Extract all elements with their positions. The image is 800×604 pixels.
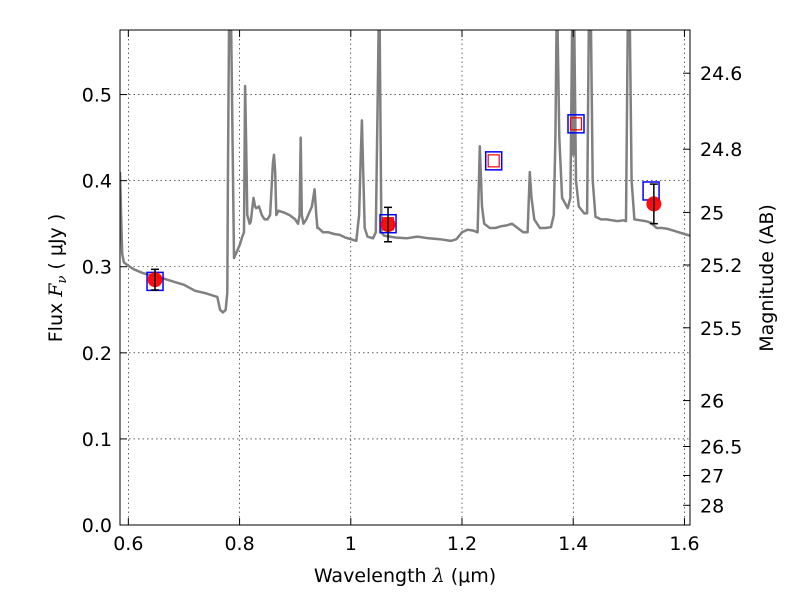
y2-tick-label: 28 bbox=[700, 495, 724, 517]
synthetic-photometry-square bbox=[487, 154, 500, 168]
model-photometry-square bbox=[567, 114, 585, 134]
right-axis-label: Magnitude (AB) bbox=[756, 204, 778, 352]
axis-ticks: 0.6 0.8 1 1.2 1.4 1.6 0.0 0.1 0.2 0.3 0.4 0.5 24.6 24… bbox=[82, 30, 742, 555]
y-tick-label: 0.2 bbox=[82, 343, 112, 365]
plot-frame bbox=[119, 29, 691, 526]
y2-tick-label: 26.5 bbox=[700, 436, 742, 458]
y-axis-label: Flux Fν ( μJy ) bbox=[45, 214, 70, 343]
model-photometry-square bbox=[484, 151, 503, 171]
synthetic-photometry-square bbox=[569, 117, 583, 131]
x-tick-label: 0.8 bbox=[224, 533, 254, 555]
y2-tick-label: 24.8 bbox=[700, 139, 742, 161]
y2-tick-label: 27 bbox=[700, 465, 724, 487]
x-tick-label: 1 bbox=[345, 533, 357, 555]
x-tick-label: 1.4 bbox=[558, 533, 588, 555]
x-tick-label: 1.6 bbox=[669, 533, 699, 555]
y2-tick-label: 25.5 bbox=[700, 318, 742, 340]
y-tick-label: 0.1 bbox=[82, 429, 112, 451]
x-tick-label: 0.6 bbox=[113, 533, 143, 555]
x-tick-label: 1.2 bbox=[447, 533, 477, 555]
y2-tick-label: 26 bbox=[700, 391, 724, 413]
grid bbox=[120, 30, 690, 526]
y-tick-label: 0.5 bbox=[82, 85, 112, 107]
y-tick-label: 0.3 bbox=[82, 257, 112, 279]
y2-tick-label: 25 bbox=[700, 202, 724, 224]
plot-area bbox=[120, 30, 690, 314]
y-tick-label: 0.4 bbox=[82, 171, 112, 193]
model-spectrum-line bbox=[120, 30, 690, 314]
y2-tick-label: 25.2 bbox=[700, 255, 742, 277]
y2-tick-label: 24.6 bbox=[700, 63, 742, 85]
x-axis-label: Wavelength λ (μm) bbox=[314, 565, 496, 587]
y-tick-label: 0.0 bbox=[82, 515, 112, 537]
